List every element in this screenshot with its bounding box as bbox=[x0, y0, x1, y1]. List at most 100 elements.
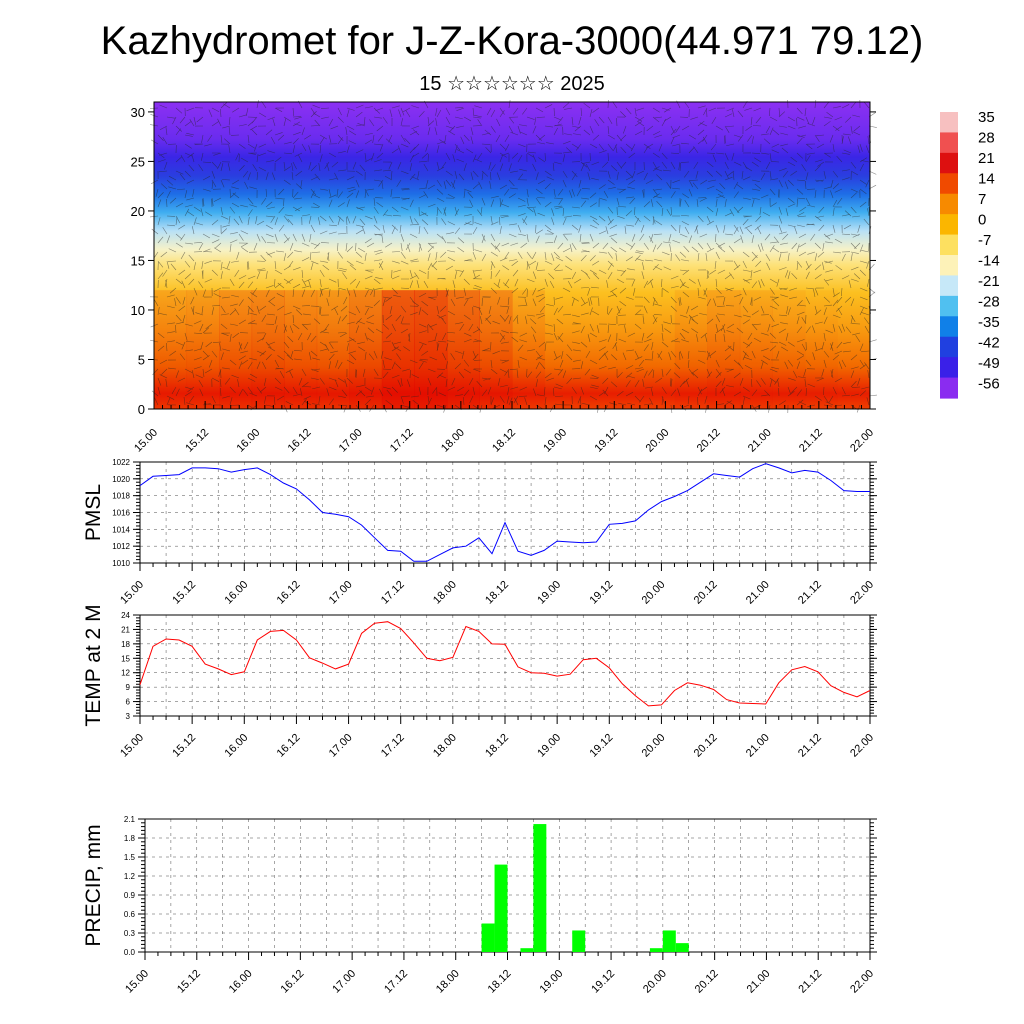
wind-barb bbox=[490, 368, 498, 375]
wind-barb bbox=[664, 107, 672, 113]
wind-barb bbox=[812, 325, 816, 334]
wind-barb bbox=[861, 350, 870, 353]
wind-barb bbox=[549, 280, 555, 289]
wind-barb bbox=[463, 134, 470, 142]
wind-barb bbox=[643, 146, 649, 154]
wind-barb bbox=[456, 158, 465, 163]
wind-barb bbox=[535, 355, 543, 361]
wind-barb bbox=[841, 359, 847, 368]
wind-barb bbox=[787, 161, 796, 167]
wind-barb bbox=[490, 215, 493, 224]
wind-barb bbox=[421, 219, 429, 226]
wind-barb bbox=[457, 247, 465, 253]
wind-barb bbox=[358, 346, 366, 352]
wind-barb bbox=[373, 350, 378, 359]
x-tick-label: 15.00 bbox=[118, 732, 146, 760]
wind-barb bbox=[715, 224, 720, 233]
wind-barb bbox=[681, 259, 690, 262]
wind-barb bbox=[238, 361, 243, 370]
wind-barb bbox=[739, 296, 744, 305]
wind-barb bbox=[823, 395, 829, 403]
wind-barb bbox=[193, 366, 202, 370]
wind-barb bbox=[854, 242, 861, 249]
wind-barb bbox=[447, 386, 456, 391]
wind-barb bbox=[733, 134, 742, 138]
x-tick-label: 19.12 bbox=[592, 427, 620, 455]
wind-barb bbox=[770, 161, 780, 163]
wind-barb bbox=[807, 383, 816, 388]
wind-barb bbox=[850, 188, 859, 193]
wind-barb bbox=[652, 314, 657, 323]
wind-barb bbox=[388, 134, 393, 143]
wind-barb bbox=[589, 332, 598, 338]
wind-barb bbox=[670, 285, 679, 289]
wind-barb bbox=[395, 363, 402, 370]
wind-barb bbox=[814, 242, 821, 249]
wind-barb bbox=[598, 353, 605, 361]
wind-barb bbox=[373, 249, 382, 253]
wind-barb bbox=[642, 316, 645, 325]
wind-barb bbox=[337, 151, 346, 154]
wind-barb bbox=[553, 355, 561, 361]
wind-barb bbox=[639, 233, 645, 241]
wind-barb bbox=[607, 323, 616, 326]
wind-barb bbox=[391, 105, 400, 109]
wind-barb bbox=[682, 269, 690, 276]
x-tick-label: 21.00 bbox=[744, 732, 772, 760]
wind-barb bbox=[769, 241, 778, 244]
wind-barb bbox=[710, 143, 717, 151]
colorbar-label: -7 bbox=[978, 232, 991, 249]
wind-barb bbox=[409, 215, 413, 224]
wind-barb bbox=[242, 170, 249, 178]
wind-barb bbox=[652, 131, 661, 136]
wind-barb bbox=[751, 199, 755, 208]
wind-barb bbox=[769, 314, 775, 322]
wind-barb bbox=[159, 313, 168, 316]
wind-barb bbox=[391, 374, 400, 379]
wind-barb bbox=[258, 269, 267, 272]
wind-barb bbox=[517, 173, 524, 181]
wind-barb bbox=[571, 386, 577, 394]
wind-barb bbox=[479, 316, 483, 325]
wind-barb bbox=[544, 242, 553, 244]
x-tick-label: 17.12 bbox=[379, 732, 407, 760]
wind-barb bbox=[445, 343, 449, 352]
wind-barb bbox=[427, 262, 432, 271]
wind-barb bbox=[454, 269, 463, 272]
wind-barb bbox=[589, 395, 598, 401]
wind-barb bbox=[677, 388, 681, 397]
wind-barb bbox=[696, 199, 699, 208]
wind-barb bbox=[587, 172, 591, 181]
wind-barb bbox=[697, 242, 704, 250]
wind-barb bbox=[787, 341, 795, 347]
wind-barb bbox=[364, 305, 373, 308]
wind-barb bbox=[283, 350, 291, 357]
wind-barb bbox=[476, 326, 483, 334]
wind-barb bbox=[202, 368, 205, 377]
wind-barb bbox=[220, 163, 224, 172]
wind-barb bbox=[835, 125, 843, 131]
wind-barb bbox=[400, 316, 404, 325]
wind-barb bbox=[643, 143, 651, 150]
wind-barb bbox=[265, 224, 274, 230]
wind-barb bbox=[451, 181, 456, 190]
wind-barb bbox=[463, 298, 469, 307]
wind-barb bbox=[769, 345, 777, 352]
wind-barb bbox=[522, 215, 528, 224]
wind-barb bbox=[559, 359, 564, 368]
precip-bar bbox=[675, 943, 689, 952]
wind-barb bbox=[646, 332, 654, 339]
wind-barb bbox=[620, 161, 627, 169]
wind-barb bbox=[634, 251, 643, 255]
wind-barb bbox=[175, 388, 180, 397]
wind-barb bbox=[517, 233, 526, 236]
wind-barb bbox=[463, 287, 467, 296]
wind-barb bbox=[421, 350, 429, 356]
wind-barb bbox=[638, 359, 645, 367]
wind-barb bbox=[805, 155, 811, 163]
wind-barb bbox=[477, 119, 483, 127]
wind-barb bbox=[499, 110, 505, 118]
wind-barb bbox=[157, 377, 162, 386]
y-tick-label: 1.2 bbox=[124, 872, 136, 881]
wind-barb bbox=[247, 197, 254, 205]
